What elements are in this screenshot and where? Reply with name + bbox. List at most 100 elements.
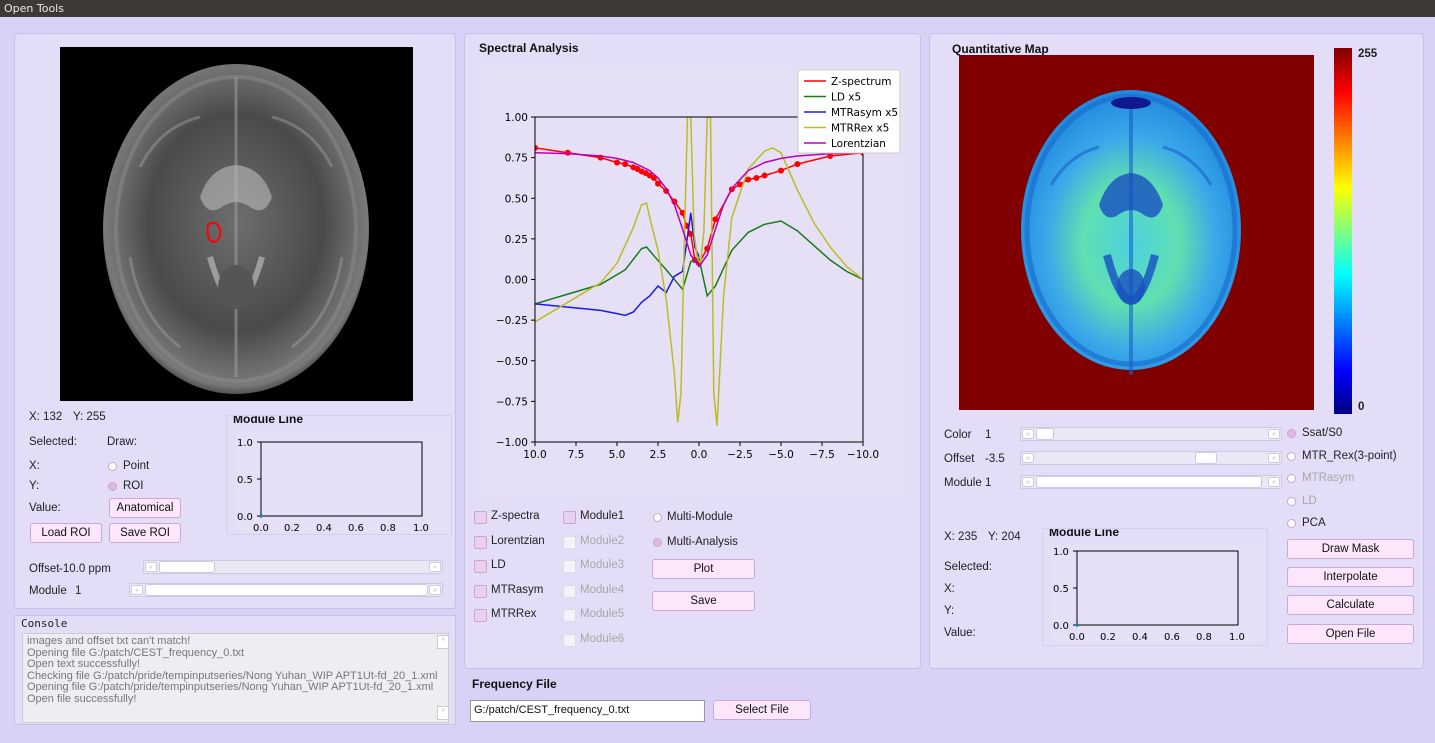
window-title: Open Tools [4,2,64,15]
quant-ml-xtick-5: 1.0 [1229,632,1245,643]
frequency-file-input[interactable]: G:/patch/CEST_frequency_0.txt [470,700,705,722]
console-line: Checking file G:/patch/pride/tempinputse… [27,669,438,682]
module-check-6[interactable] [563,633,576,647]
left-module-slider-handle[interactable] [145,584,428,596]
option-radio-mtrasym[interactable] [1287,474,1296,483]
z-spectrum-point [778,167,784,174]
check-label: MTRasym [491,583,544,596]
left-offset-label: Offset [29,563,60,575]
check-mtrrex[interactable] [474,609,487,622]
check-label: Lorentzian [491,534,545,547]
color-value: 1 [985,429,992,441]
calculate-button[interactable]: Calculate [1287,595,1414,615]
load-roi-button[interactable]: Load ROI [30,523,102,543]
console-log[interactable]: images and offset txt can't match! Openi… [22,633,449,723]
console-scroll-down[interactable]: » [437,706,449,720]
console-scroll-up[interactable]: « [437,635,449,649]
select-file-button[interactable]: Select File [713,700,811,720]
point-radio[interactable] [108,462,117,471]
quant-module-slider-handle[interactable] [1036,476,1262,488]
check-lorentzian[interactable] [474,535,487,549]
legend-label: MTRRex x5 [831,123,889,135]
quant-module-value: 1 [985,477,992,489]
multi-module-radio[interactable] [653,513,662,522]
quant-ml-ytick-0: 1.0 [1053,547,1069,558]
left-module-value: 1 [75,585,82,597]
roi-radio[interactable] [108,482,117,491]
y-tick-label: 0.25 [505,234,528,246]
option-label: LD [1302,494,1317,507]
left-ml-xtick-1: 0.2 [284,523,300,534]
interpolate-button[interactable]: Interpolate [1287,567,1414,587]
roi-contour [206,221,222,244]
quant-selected-label: Selected: [944,561,992,573]
anatomical-image[interactable] [60,47,413,401]
left-offset-slider-handle[interactable] [159,561,215,573]
module-check-label: Module6 [580,632,625,645]
quant-ml-xtick-4: 0.8 [1196,632,1212,643]
open-file-button[interactable]: Open File [1287,624,1414,644]
plot-button[interactable]: Plot [652,559,755,579]
multi-analysis-radio[interactable] [653,538,662,547]
module-check-1[interactable] [563,511,576,524]
module-check-3[interactable] [563,560,576,573]
left-module-line-plot: 1.0 0.5 0.0 0.0 0.2 0.4 0.6 0.8 1.0 [235,432,447,534]
z-spectrum-point [564,149,571,156]
module-check-2[interactable] [563,535,576,549]
spectral-chart[interactable]: 10.0 7.5 5.0 2.5 0.0 −2.5 −5.0 −7.5 −10.0 1.00 0.7… [480,67,906,497]
anatomical-button[interactable]: Anatomical [109,498,181,518]
x-tick-label: 2.5 [650,449,667,461]
option-radio-ssat-s0[interactable] [1287,429,1296,438]
quant-map-image[interactable] [959,55,1314,410]
check-mtrasym[interactable] [474,584,487,598]
option-radio-pca[interactable] [1287,519,1296,528]
option-label: MTR_Rex(3-point) [1302,449,1397,462]
color-slider-handle[interactable] [1036,428,1054,440]
left-module-slider[interactable]: « » [129,583,443,597]
left-ml-xtick-5: 1.0 [413,523,429,534]
quant-offset-value: -3.5 [985,453,1005,465]
module-check-5[interactable] [563,609,576,622]
option-radio-mtr-rex-3-point-[interactable] [1287,451,1296,461]
check-ld[interactable] [474,560,487,573]
module-check-4[interactable] [563,584,576,598]
y-tick-label: −0.75 [496,396,528,408]
spectral-save-button[interactable]: Save [652,591,755,611]
legend-label: MTRasym x5 [831,107,898,119]
check-z-spectra[interactable] [474,511,487,524]
legend-box [797,69,901,154]
save-roi-button[interactable]: Save ROI [109,523,181,543]
left-offset-slider[interactable]: « » [143,560,443,574]
module-check-label: Module4 [580,583,625,596]
x-tick-label: 5.0 [609,449,626,461]
quant-x-coord: X: 235 [944,531,978,543]
quant-ml-xtick-0: 0.0 [1069,632,1085,643]
left-x-coord: X: 132 [29,411,63,423]
spectral-panel: Spectral Analysis 10.0 7.5 5.0 2.5 0.0 −2.5 −5… [464,33,921,669]
left-ml-xtick-3: 0.6 [348,523,364,534]
console-line: Open file successfully! [27,692,137,705]
roi-label: ROI [123,480,144,492]
color-slider[interactable]: « » [1020,427,1282,441]
draw-mask-button[interactable]: Draw Mask [1287,539,1414,559]
color-label: Color [944,429,972,441]
console-line: Opening file G:/patch/CEST_frequency_0.t… [27,646,245,659]
quant-offset-slider[interactable]: « » [1020,451,1282,465]
z-spectrum-point [753,174,760,181]
option-radio-ld[interactable] [1287,496,1296,506]
check-label: Z-spectra [491,510,540,522]
y-tick-label: 1.00 [505,112,528,124]
left-module-line-title: Module Line [233,415,303,426]
frequency-title: Frequency File [472,677,557,691]
quant-module-label: Module [944,477,982,489]
quant-ml-xtick-2: 0.4 [1132,632,1148,643]
series-line-lorentzian [535,152,863,268]
draw-label: Draw: [107,436,138,448]
y-tick-label: −0.50 [496,356,528,368]
quant-module-slider[interactable]: « » [1020,475,1282,489]
spectral-title: Spectral Analysis [479,41,579,55]
multi-analysis-label: Multi-Analysis [667,536,738,548]
quant-offset-slider-handle[interactable] [1195,452,1217,464]
console-panel: Console images and offset txt can't matc… [14,615,456,725]
point-label: Point [123,460,150,472]
